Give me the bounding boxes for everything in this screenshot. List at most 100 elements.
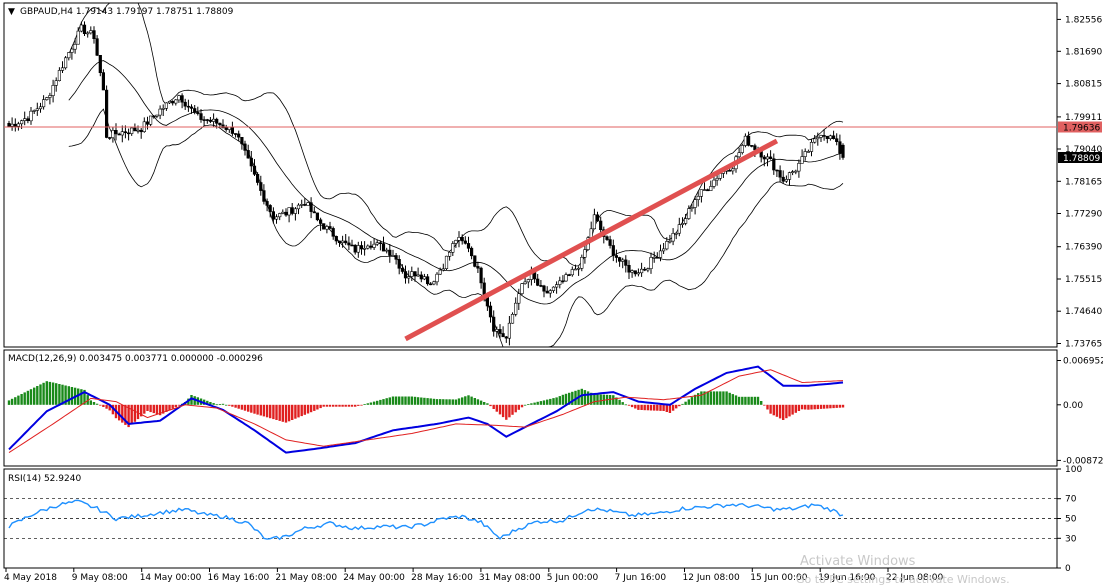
rsi-panel-header: RSI(14) 52.9240 bbox=[8, 474, 81, 484]
macd-hist-bar bbox=[760, 401, 763, 405]
candle-body bbox=[693, 199, 697, 208]
macd-hist-bar bbox=[435, 399, 439, 405]
collapse-triangle-icon[interactable]: ▼ bbox=[8, 7, 15, 17]
candle-body bbox=[281, 211, 285, 214]
candle-body bbox=[822, 135, 826, 137]
macd-hist-bar bbox=[190, 395, 193, 405]
macd-hist-bar bbox=[420, 397, 423, 405]
macd-hist-bar bbox=[341, 404, 344, 407]
time-tick-label: 19 Jun 16:00 bbox=[818, 573, 875, 583]
macd-hist-bar bbox=[634, 404, 637, 409]
candle-body bbox=[599, 220, 603, 230]
candle-body bbox=[498, 329, 502, 334]
candle-body bbox=[608, 239, 612, 246]
macd-hist-bar bbox=[240, 404, 244, 410]
candle-body bbox=[643, 268, 647, 271]
rsi-tick-label: 0 bbox=[1065, 564, 1071, 574]
macd-hist-bar bbox=[574, 390, 577, 405]
macd-hist-bar bbox=[580, 388, 583, 405]
candle-body bbox=[750, 145, 754, 147]
candle-body bbox=[391, 255, 395, 257]
price-panel[interactable]: ▼ GBPAUD,H4 1.79143 1.79197 1.78751 1.78… bbox=[3, 2, 1102, 350]
macd-hist-bar bbox=[511, 404, 514, 415]
candle-body bbox=[246, 150, 250, 159]
candle-body bbox=[416, 274, 420, 277]
candle-body bbox=[259, 182, 263, 191]
macd-hist-bar bbox=[404, 396, 407, 405]
candle-body bbox=[234, 133, 238, 135]
macd-hist-bar bbox=[209, 402, 212, 405]
candle-body bbox=[19, 120, 24, 125]
candle-body bbox=[183, 101, 187, 107]
candle-body bbox=[334, 236, 338, 242]
candle-body bbox=[589, 228, 593, 239]
watermark-line-2: Go to PC settings to activate Windows. bbox=[796, 573, 1010, 586]
candle-body bbox=[73, 43, 77, 50]
candle-body bbox=[778, 170, 782, 178]
macd-hist-bar bbox=[309, 404, 313, 413]
macd-panel[interactable]: MACD(12,26,9) 0.003475 0.003771 0.000000… bbox=[3, 349, 1103, 467]
macd-hist-bar bbox=[763, 404, 766, 406]
macd-hist-bar bbox=[665, 404, 668, 412]
macd-hist-bar bbox=[83, 389, 86, 405]
macd-hist-bar bbox=[649, 404, 653, 411]
macd-hist-bar bbox=[630, 404, 634, 408]
candle-body bbox=[108, 137, 112, 139]
macd-hist-bar bbox=[118, 404, 121, 421]
macd-hist-bar bbox=[294, 404, 297, 419]
macd-hist-bar bbox=[372, 401, 376, 405]
macd-hist-bar bbox=[659, 404, 662, 411]
candle-body bbox=[706, 189, 710, 192]
candle-body bbox=[240, 137, 244, 145]
trend-line[interactable] bbox=[404, 138, 779, 342]
candle-body bbox=[375, 242, 379, 245]
candle-body bbox=[193, 108, 197, 113]
rsi-panel[interactable]: RSI(14) 52.9240 100 70 50 30 0 bbox=[3, 465, 1082, 574]
candle-body bbox=[636, 272, 640, 275]
macd-hist-bar bbox=[165, 404, 168, 412]
candle-body bbox=[340, 240, 345, 244]
candle-body bbox=[76, 30, 80, 45]
macd-hist-bar bbox=[461, 397, 464, 405]
macd-hist-bar bbox=[681, 403, 684, 405]
macd-hist-bar bbox=[728, 392, 731, 405]
macd-hist-bar bbox=[697, 393, 700, 405]
candle-body bbox=[605, 236, 609, 240]
candle-body bbox=[425, 276, 430, 285]
macd-hist-bar bbox=[533, 402, 536, 405]
macd-hist-bar bbox=[89, 400, 92, 405]
candle-body bbox=[186, 105, 191, 108]
candle-body bbox=[252, 165, 257, 175]
macd-hist-bar bbox=[379, 399, 382, 405]
candle-body bbox=[690, 207, 694, 210]
candle-body bbox=[133, 127, 137, 132]
macd-hist-bar bbox=[253, 404, 256, 414]
candle-body bbox=[82, 24, 87, 34]
macd-hist-bar bbox=[303, 404, 306, 415]
candle-body bbox=[548, 290, 552, 294]
candle-body bbox=[680, 223, 685, 225]
candle-body bbox=[130, 127, 134, 134]
candle-body bbox=[208, 119, 213, 122]
candle-body bbox=[429, 283, 433, 286]
time-tick-label: 28 May 16:00 bbox=[411, 573, 473, 583]
macd-hist-bar bbox=[369, 402, 373, 405]
candle-body bbox=[835, 138, 839, 142]
macd-hist-bar bbox=[602, 394, 605, 405]
time-tick-label: 12 Jun 08:00 bbox=[683, 573, 740, 583]
price-tick-label: 1.77290 bbox=[1065, 210, 1102, 220]
macd-hist-bar bbox=[668, 404, 672, 413]
macd-hist-bar bbox=[423, 397, 426, 405]
candle-body bbox=[164, 102, 169, 109]
macd-hist-bar bbox=[822, 404, 826, 409]
candle-body bbox=[781, 176, 785, 182]
price-tick-label: 1.75515 bbox=[1065, 275, 1102, 285]
candle-body bbox=[79, 24, 83, 32]
macd-hist-bar bbox=[807, 404, 810, 410]
candle-body bbox=[265, 201, 269, 206]
candle-body bbox=[300, 204, 304, 206]
macd-hist-bar bbox=[347, 404, 351, 407]
candle-body bbox=[492, 316, 496, 332]
candle-body bbox=[274, 216, 279, 220]
macd-hist-bar bbox=[772, 404, 775, 416]
